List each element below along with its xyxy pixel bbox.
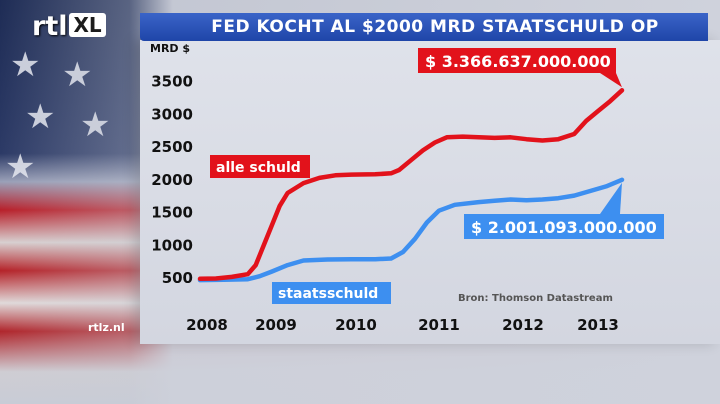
- x-axis-ticks: 2008 2009 2010 2011 2012 2013: [186, 316, 619, 334]
- end-value-label-alle-schuld: $ 3.366.637.000.000: [425, 52, 611, 71]
- chart-title: FED KOCHT AL $2000 MRD STAATSCHULD OP: [211, 17, 659, 37]
- y-axis-unit: MRD $: [150, 42, 190, 55]
- y-tick-label: 1000: [151, 236, 193, 254]
- series-labels: alle schuld staatsschuld $ 3.366.637.000.0…: [210, 48, 664, 304]
- end-value-pointer: [600, 182, 622, 214]
- x-tick-label: 2010: [335, 316, 377, 334]
- y-tick-label: 3000: [151, 105, 193, 123]
- x-tick-label: 2008: [186, 316, 228, 334]
- legend-box-alle-schuld: [210, 155, 310, 178]
- channel-logo: rtl XL: [32, 12, 106, 42]
- end-value-label-staatsschuld: $ 2.001.093.000.000: [471, 218, 657, 237]
- y-tick-label: 1500: [151, 204, 193, 222]
- end-value-pointer: [600, 73, 622, 88]
- logo-xl-badge: XL: [69, 13, 106, 37]
- x-tick-label: 2012: [502, 316, 544, 334]
- x-tick-label: 2009: [255, 316, 297, 334]
- end-value-box-alle-schuld: [418, 48, 616, 73]
- site-url: rtlz.nl: [88, 321, 125, 334]
- end-value-box-staatsschuld: [464, 214, 664, 239]
- y-tick-label: 500: [162, 269, 193, 287]
- logo-text: rtl: [32, 11, 68, 42]
- series-line-alle-schuld: [197, 88, 625, 282]
- y-tick-label: 2000: [151, 171, 193, 189]
- x-tick-label: 2011: [418, 316, 460, 334]
- series-lines: [197, 88, 625, 283]
- source-note: Bron: Thomson Datastream: [458, 293, 613, 304]
- series-line-staatsschuld: [197, 177, 625, 283]
- y-tick-label: 3500: [151, 73, 193, 91]
- y-axis-ticks: 500 1000 1500 2000 2500 3000 3500: [151, 73, 193, 288]
- y-tick-label: 2500: [151, 138, 193, 156]
- legend-box-staatsschuld: [272, 282, 391, 304]
- x-tick-label: 2013: [577, 316, 619, 334]
- legend-label-staatsschuld: staatsschuld: [278, 286, 378, 302]
- title-bar: [140, 13, 708, 41]
- legend-label-alle-schuld: alle schuld: [216, 160, 301, 176]
